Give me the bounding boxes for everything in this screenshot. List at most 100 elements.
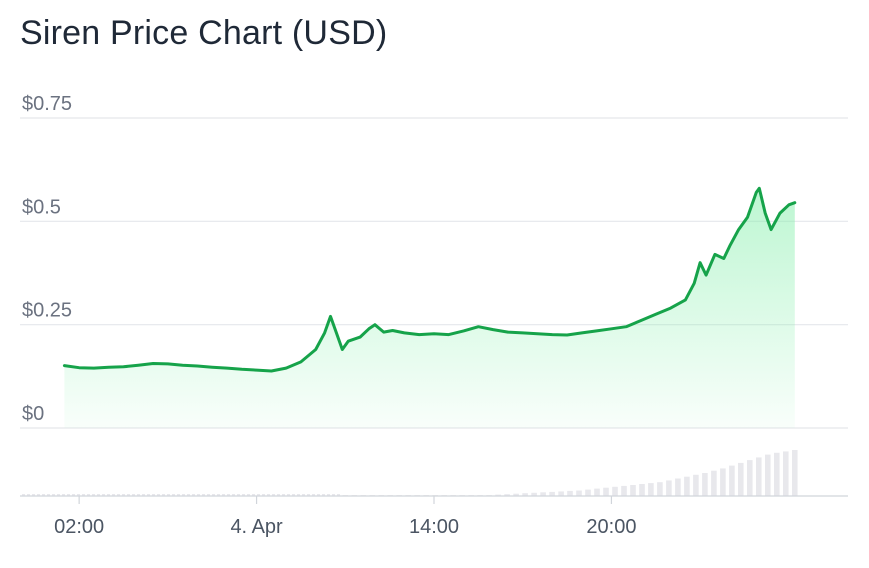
volume-bar (162, 494, 165, 496)
volume-bar (227, 494, 230, 496)
volume-bar (67, 494, 70, 496)
volume-bar (774, 452, 780, 496)
volume-bar (212, 494, 215, 496)
volume-bar (729, 465, 735, 496)
volume-bar (52, 494, 55, 496)
volume-bar (657, 482, 663, 496)
volume-bar (297, 494, 300, 496)
x-tick-label: 14:00 (409, 516, 459, 538)
volume-bar (594, 488, 600, 496)
x-tick-label: 02:00 (54, 516, 104, 538)
volume-bar (202, 494, 205, 496)
price-line-path[interactable] (62, 186, 797, 373)
volume-bar (720, 468, 726, 496)
volume-bar (172, 494, 175, 496)
volume-bar (693, 474, 699, 496)
y-tick-label: $0.5 (22, 196, 61, 218)
y-tick-label: $0.25 (22, 300, 72, 322)
volume-bar (197, 494, 200, 496)
volume-bar (648, 483, 654, 496)
volume-bar (147, 494, 150, 496)
volume-bar (513, 493, 519, 496)
volume-bar (137, 494, 140, 496)
volume-bar (302, 494, 305, 496)
volume-bar (603, 487, 609, 496)
volume-bar (47, 494, 50, 496)
volume-bar (122, 494, 125, 496)
price-area (64, 188, 795, 428)
volume-bar (585, 489, 591, 496)
volume-bar (495, 494, 501, 496)
x-tick-label: 4. Apr (230, 516, 283, 538)
volume-bar (675, 478, 681, 496)
volume-bar (307, 494, 310, 496)
volume-bar (558, 491, 564, 496)
volume-bar (87, 494, 90, 496)
volume-bar (337, 494, 340, 496)
volume-bar (312, 494, 315, 496)
volume-bar (82, 494, 85, 496)
volume-bar (277, 494, 280, 496)
volume-bar (132, 494, 135, 496)
volume-bar (711, 470, 717, 496)
volume-bar (152, 494, 155, 496)
chart-title: Siren Price Chart (USD) (20, 14, 388, 52)
volume-bar (792, 450, 798, 496)
volume-bar (765, 454, 771, 496)
volume-bar (57, 494, 60, 496)
volume-bar (232, 494, 235, 496)
price-line[interactable] (62, 186, 797, 373)
volume-bar (292, 494, 295, 496)
volume-bar (272, 494, 275, 496)
volume-bar (262, 494, 265, 496)
volume-bar (247, 494, 250, 496)
volume-bar (217, 494, 220, 496)
volume-bar (92, 494, 95, 496)
volume-bar (756, 457, 762, 496)
volume-bar (684, 476, 690, 496)
volume-bar (531, 492, 537, 496)
volume-bar (747, 460, 753, 496)
volume-bar (22, 494, 25, 496)
volume-bar (612, 486, 618, 496)
volume-bar (332, 494, 335, 496)
volume-bar (72, 494, 75, 496)
volume-bar (177, 494, 180, 496)
volume-bar (317, 494, 320, 496)
volume-bar (192, 494, 195, 496)
volume-bar (504, 494, 510, 496)
volume-bar (207, 494, 210, 496)
volume-bar (112, 494, 115, 496)
volume-bar (32, 494, 35, 496)
volume-bar (327, 494, 330, 496)
volume-bar (287, 494, 290, 496)
volume-bar (702, 473, 708, 496)
volume-bar (37, 494, 40, 496)
volume-bar (621, 485, 627, 496)
volume-bar (567, 490, 573, 496)
volume-bar (242, 494, 245, 496)
volume-bar (282, 494, 285, 496)
volume-bar (630, 485, 636, 496)
volume-bar (252, 494, 255, 496)
volume-bar (222, 494, 225, 496)
y-tick-label: $0 (22, 403, 44, 425)
volume-bar (187, 494, 190, 496)
volume-bar (257, 494, 260, 496)
volume-bar (127, 494, 130, 496)
volume-bar (267, 494, 270, 496)
volume-bar (783, 451, 789, 496)
volume-bar (77, 494, 80, 496)
y-axis-labels: $0 $0.25 $0.5 $0.75 (22, 93, 72, 425)
x-tick-label: 20:00 (586, 516, 636, 538)
volume-bar (576, 490, 582, 496)
volume-bar (522, 493, 528, 496)
volume-bar (738, 462, 744, 496)
volume-bar (107, 494, 110, 496)
volume-bars (22, 450, 798, 497)
price-area-fill (64, 188, 795, 428)
volume-bar (27, 494, 30, 496)
volume-bar (182, 494, 185, 496)
